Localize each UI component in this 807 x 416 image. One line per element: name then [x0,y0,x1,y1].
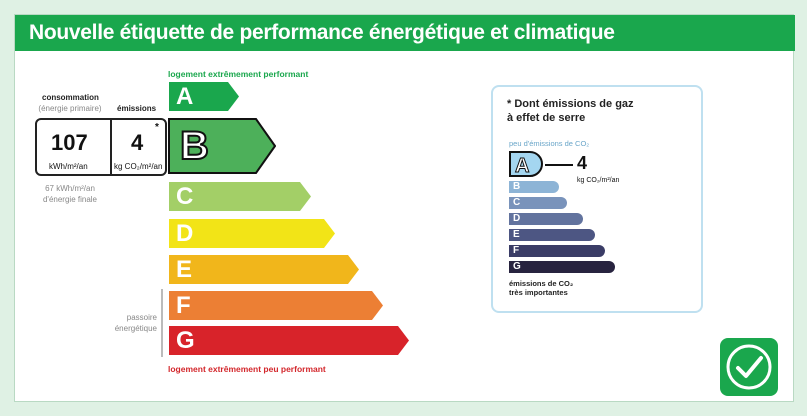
dpe-letter-f: F [176,292,191,319]
energy-label-card: Nouvelle étiquette de performance énergé… [14,14,795,402]
page-title: Nouvelle étiquette de performance énergé… [15,15,795,51]
dpe-class-f: F [168,290,384,321]
ges-title-line2: à effet de serre [507,112,586,124]
final-energy-line1: 67 kWh/m²/an [45,184,95,193]
ges-panel: * Dont émissions de gaz à effet de serre… [491,85,703,313]
ges-letter-e: E [513,229,520,240]
final-energy-line2: d'énergie finale [42,195,97,204]
passoire-label: passoire énergétique [93,312,157,334]
emissions-title: émissions [117,104,157,113]
emissions-value: 4 [131,130,144,155]
ges-low-label: peu d'émissions de CO₂ [509,139,590,148]
top-note: logement extrêmement performant [168,69,309,79]
ges-class-g: G [509,261,615,273]
passoire-line2: énergétique [114,324,157,333]
ges-class-f: F [509,245,605,257]
ges-letter-a: A [514,155,530,178]
check-icon [720,338,778,396]
ges-letter-d: D [513,213,521,224]
value-separator [110,120,112,174]
consumption-unit: kWh/m²/an [49,162,88,171]
dpe-letter-b: B [179,123,210,169]
dpe-class-e: E [168,254,360,285]
ges-letter-b: B [513,181,521,192]
emissions-unit: kg CO₂/m²/an [114,162,163,171]
ges-class-a: A [509,151,543,178]
dpe-class-c: C [168,181,312,212]
current-values-box: 107 kWh/m²/an 4 kg CO₂/m²/an * [35,118,167,176]
ges-letter-g: G [513,261,521,272]
dpe-class-b: B [168,118,276,174]
ges-unit: kg CO₂/m²/an [577,177,620,184]
dpe-class-g: G [168,325,410,356]
passoire-bracket [161,289,163,357]
consumption-title: consommation [42,93,99,102]
ges-title-line1: * Dont émissions de gaz [507,98,634,110]
dpe-letter-c: C [176,183,194,210]
ges-letter-c: C [513,197,521,208]
ges-value: 4 [577,153,588,173]
bottom-note: logement extrêmement peu performant [168,364,326,374]
ges-pointer-line [545,164,573,166]
dpe-class-a: A [168,81,240,112]
dpe-class-d: D [168,218,336,249]
consumption-value: 107 [51,130,88,155]
ges-title: * Dont émissions de gaz à effet de serre [507,97,634,125]
ges-class-d: D [509,213,583,225]
dpe-letter-d: D [176,220,194,247]
dpe-letter-g: G [176,327,195,354]
ges-high-label-line1: émissions de CO₂ [509,279,574,288]
emissions-star: * [155,122,159,133]
ges-class-e: E [509,229,595,241]
ges-high-label: émissions de CO₂ très importantes [509,279,573,297]
ges-high-label-line2: très importantes [509,288,568,297]
ges-letter-f: F [513,245,520,256]
dpe-letter-e: E [176,256,193,283]
ges-class-c: C [509,197,567,209]
ges-class-b: B [509,181,559,193]
consumption-subtitle: (énergie primaire) [38,104,102,113]
dpe-letter-a: A [176,83,194,110]
passoire-line1: passoire [126,313,157,322]
